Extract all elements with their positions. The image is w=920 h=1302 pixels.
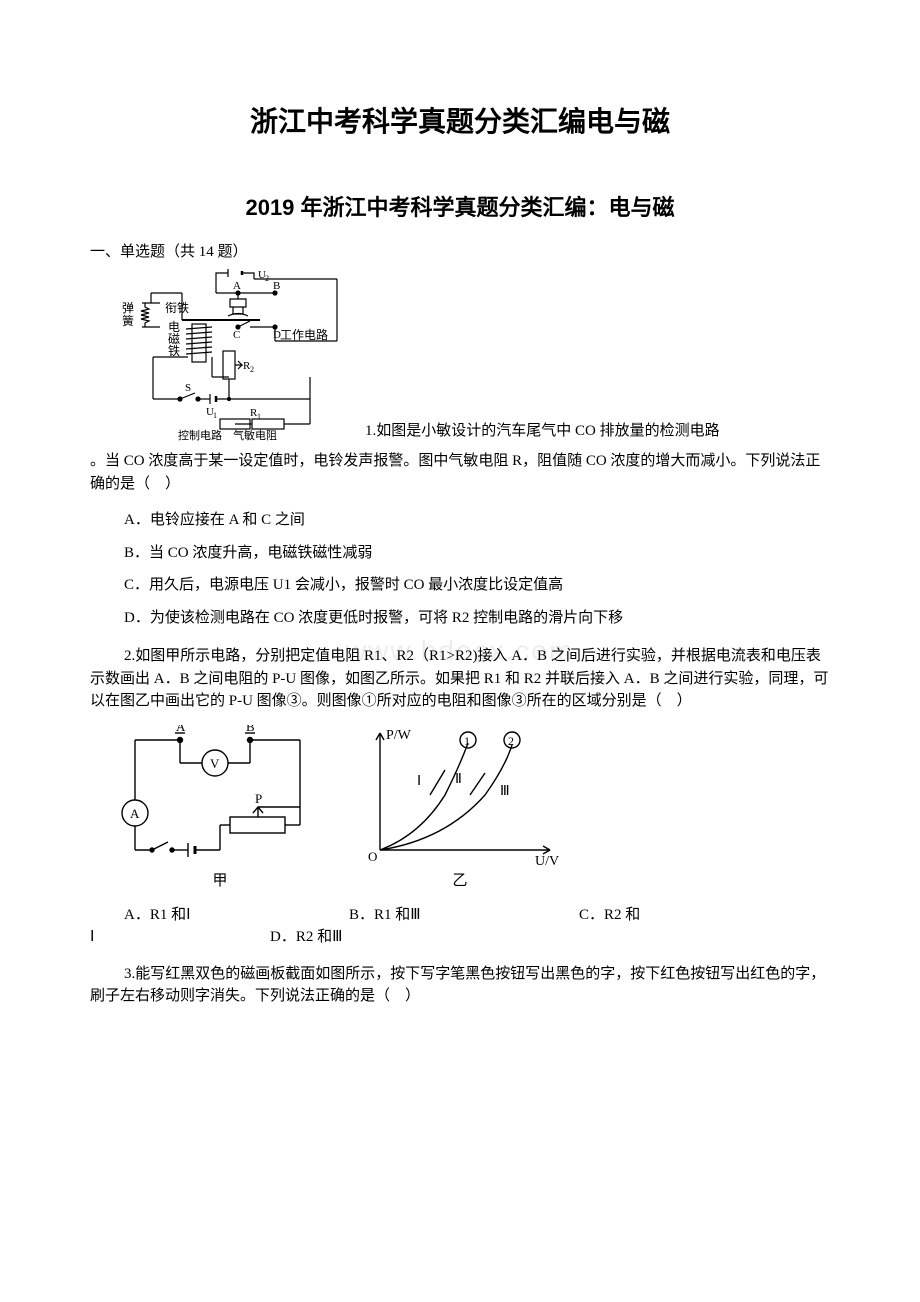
svg-text:Ⅱ: Ⅱ	[455, 772, 462, 787]
svg-text:C: C	[233, 329, 240, 341]
fig-b-label: 乙	[452, 869, 467, 890]
q2-body-text: 如图甲所示电路，分别把定值电阻 R1、R2（R1>R2)接入 A．B 之间后进行…	[90, 648, 828, 709]
svg-text:O: O	[368, 849, 377, 864]
svg-text:A: A	[233, 280, 241, 292]
q1-options: A．电铃应接在 A 和 C 之间 B．当 CO 浓度升高，电磁铁磁性减弱 C．用…	[90, 509, 830, 629]
q2-option-b: B．R1 和Ⅲ	[349, 904, 579, 927]
svg-text:P: P	[255, 791, 262, 806]
fig-a-label: 甲	[212, 869, 227, 890]
svg-text:衔铁: 衔铁	[165, 301, 189, 315]
svg-text:工作电路: 工作电路	[280, 327, 328, 342]
svg-text:簧: 簧	[122, 313, 134, 328]
q1-option-d: D．为使该检测电路在 CO 浓度更低时报警，可将 R2 控制电路的滑片向下移	[124, 607, 830, 630]
q2-options: A．R1 和Ⅰ B．R1 和Ⅲ C．R2 和 Ⅰ D．R2 和Ⅲ	[90, 904, 830, 949]
q1-body: 。当 CO 浓度高于某一设定值时，电铃发声报警。图中气敏电阻 R，阻值随 CO …	[90, 450, 830, 495]
svg-text:V: V	[210, 756, 220, 771]
svg-text:Ⅲ: Ⅲ	[500, 784, 510, 799]
q3-number: 3.	[124, 966, 135, 982]
svg-text:控制电路: 控制电路	[178, 428, 222, 442]
svg-text:2: 2	[508, 734, 514, 748]
svg-text:P/W: P/W	[386, 728, 412, 743]
question-1-block: U 2 A B C D	[90, 269, 830, 444]
svg-text:A: A	[130, 806, 140, 821]
svg-text:B: B	[273, 280, 280, 292]
svg-text:1: 1	[257, 412, 261, 421]
q2-number: 2.	[124, 648, 135, 664]
figure-jia: A B V A	[120, 725, 320, 890]
svg-text:1: 1	[464, 734, 470, 748]
figure-yi: P/W U/V O 1 2 Ⅰ Ⅱ Ⅲ 乙	[350, 725, 570, 890]
q2-option-c-cont: Ⅰ	[90, 926, 270, 949]
svg-text:气敏电阻: 气敏电阻	[233, 428, 277, 442]
q2-option-a: A．R1 和Ⅰ	[124, 904, 349, 927]
chart-q2b: P/W U/V O 1 2 Ⅰ Ⅱ Ⅲ	[350, 725, 570, 865]
svg-text:A: A	[176, 725, 186, 734]
q2-body: 2.如图甲所示电路，分别把定值电阻 R1、R2（R1>R2)接入 A．B 之间后…	[90, 645, 830, 713]
svg-text:Ⅰ: Ⅰ	[417, 774, 421, 789]
svg-text:弹: 弹	[122, 301, 134, 315]
svg-text:2: 2	[250, 365, 254, 374]
q1-option-c: C．用久后，电源电压 U1 会减小，报警时 CO 最小浓度比设定值高	[124, 574, 830, 597]
q1-intro-text: 1.如图是小敏设计的汽车尾气中 CO 排放量的检测电路	[365, 420, 830, 445]
q1-intro: 如图是小敏设计的汽车尾气中 CO 排放量的检测电路	[376, 423, 719, 439]
sub-title: 2019 年浙江中考科学真题分类汇编：电与磁	[90, 190, 830, 222]
q2-option-d: D．R2 和Ⅲ	[270, 926, 830, 949]
circuit-diagram-q2a: A B V A	[120, 725, 320, 865]
q3-body: 3.能写红黑双色的磁画板截面如图所示，按下写字笔黑色按钮写出黑色的字，按下红色按…	[90, 963, 830, 1008]
q3-body-text: 能写红黑双色的磁画板截面如图所示，按下写字笔黑色按钮写出黑色的字，按下红色按钮写…	[90, 966, 825, 1005]
q2-figures: A B V A	[120, 725, 830, 890]
circuit-diagram-q1: U 2 A B C D	[120, 269, 345, 444]
svg-text:U/V: U/V	[535, 854, 559, 865]
q2-option-c: C．R2 和	[579, 904, 830, 927]
section-heading: 一、单选题（共 14 题）	[90, 240, 830, 261]
svg-text:铁: 铁	[168, 344, 180, 358]
q1-number: 1.	[365, 423, 376, 439]
svg-text:S: S	[185, 382, 191, 394]
q1-option-b: B．当 CO 浓度升高，电磁铁磁性减弱	[124, 542, 830, 565]
q1-option-a: A．电铃应接在 A 和 C 之间	[124, 509, 830, 532]
svg-text:B: B	[246, 725, 255, 734]
svg-text:1: 1	[213, 411, 217, 420]
main-title: 浙江中考科学真题分类汇编电与磁	[90, 100, 830, 140]
